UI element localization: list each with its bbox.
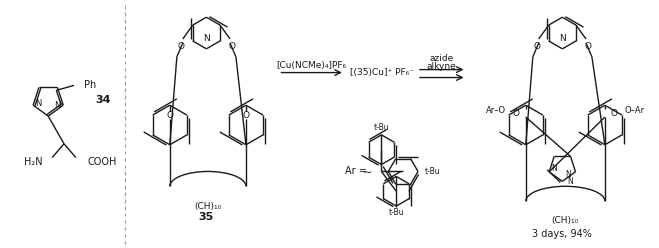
Text: O: O bbox=[513, 109, 520, 118]
Text: O–Ar: O–Ar bbox=[625, 106, 645, 115]
Text: t-Bu: t-Bu bbox=[388, 209, 404, 217]
Text: $\sim$: $\sim$ bbox=[360, 166, 373, 177]
Text: azide: azide bbox=[430, 54, 454, 63]
Text: t-Bu: t-Bu bbox=[425, 167, 441, 176]
Text: O: O bbox=[229, 42, 235, 51]
Text: O: O bbox=[166, 111, 173, 120]
Text: Ar =: Ar = bbox=[345, 166, 366, 177]
Text: N: N bbox=[54, 101, 60, 110]
Text: Ph: Ph bbox=[84, 80, 96, 90]
Text: O: O bbox=[243, 111, 250, 120]
Text: O: O bbox=[177, 42, 185, 51]
Text: Ar–O: Ar–O bbox=[486, 106, 506, 115]
Text: 34: 34 bbox=[95, 95, 110, 105]
Text: N: N bbox=[559, 34, 565, 43]
Text: t-Bu: t-Bu bbox=[374, 124, 389, 132]
Text: [Cu(NCMe)₄]PF₆: [Cu(NCMe)₄]PF₆ bbox=[277, 61, 347, 70]
Text: H₂N: H₂N bbox=[24, 156, 42, 167]
Text: COOH: COOH bbox=[88, 156, 117, 167]
Text: (CH)₁₀: (CH)₁₀ bbox=[194, 202, 221, 211]
Text: [(35)Cu]⁺ PF₆⁻: [(35)Cu]⁺ PF₆⁻ bbox=[351, 68, 415, 77]
Text: N: N bbox=[203, 34, 210, 43]
Text: O: O bbox=[533, 42, 540, 51]
Text: 3 days, 94%: 3 days, 94% bbox=[532, 229, 592, 239]
Text: N: N bbox=[551, 164, 557, 173]
Text: alkyne: alkyne bbox=[427, 62, 457, 71]
Text: 35: 35 bbox=[199, 212, 214, 222]
Text: N: N bbox=[35, 99, 42, 108]
Text: (CH)₁₀: (CH)₁₀ bbox=[552, 217, 579, 225]
Text: O: O bbox=[585, 42, 591, 51]
Text: O: O bbox=[611, 109, 618, 118]
Text: N: N bbox=[567, 177, 573, 186]
Text: N: N bbox=[565, 170, 571, 179]
